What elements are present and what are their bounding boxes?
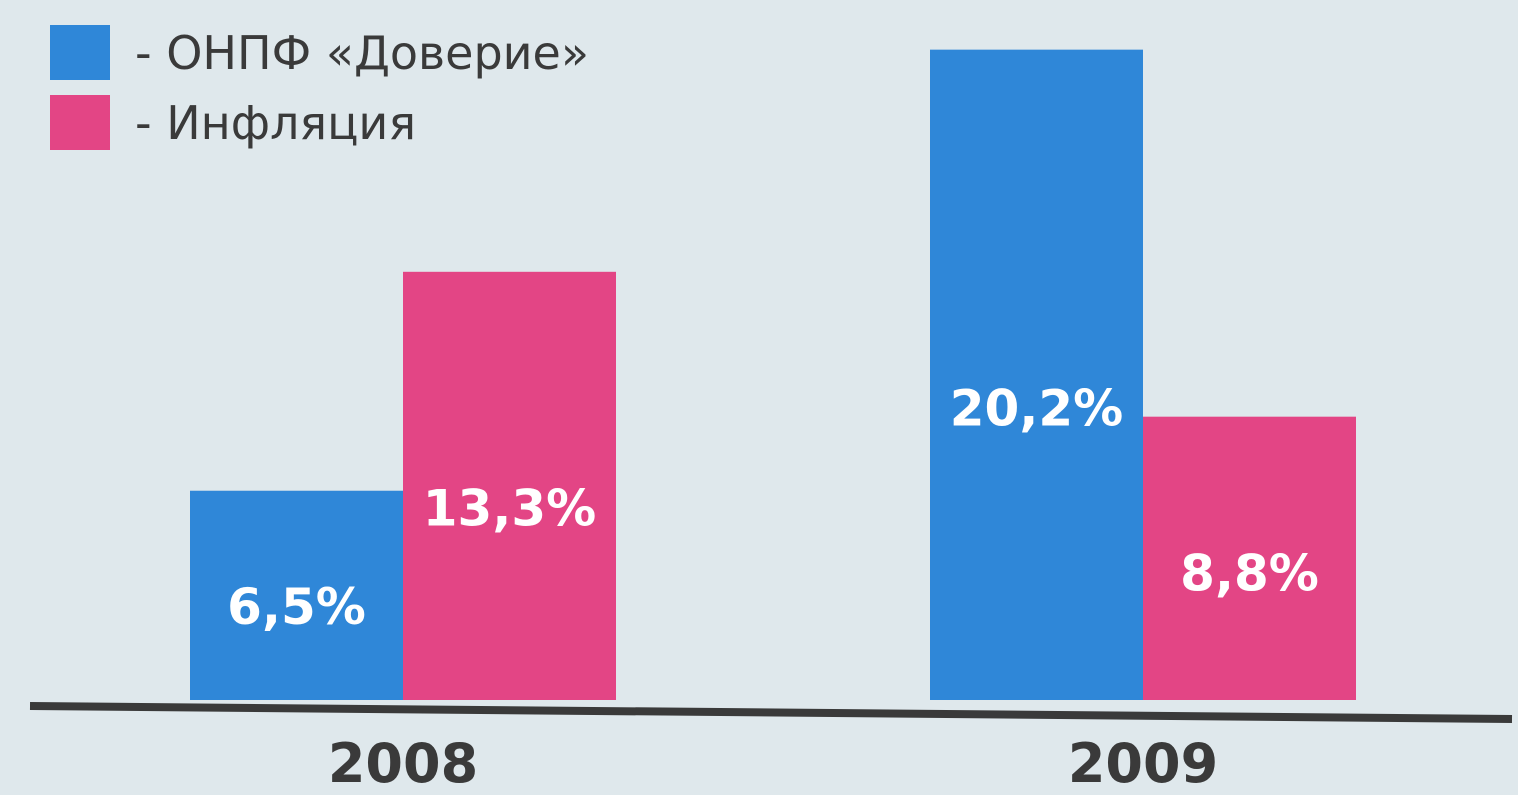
data-label-2009-series-1: 20,2%	[950, 379, 1123, 437]
bar-2008-series-1	[190, 490, 403, 700]
x-tick-label-2009: 2009	[1068, 732, 1218, 795]
legend: - ОНПФ «Доверие» - Инфляция	[50, 25, 589, 150]
x-tick-labels: 2008 2009	[328, 732, 1218, 795]
bar-2009-series-2	[1143, 416, 1356, 700]
data-label-2008-series-1: 6,5%	[227, 578, 366, 636]
data-label-2008-series-2: 13,3%	[423, 479, 596, 537]
legend-label-2: - Инфляция	[135, 96, 416, 150]
bar-2008-series-2	[403, 271, 616, 700]
legend-swatch-2	[50, 95, 110, 150]
bars-group: 6,5% 13,3% 20,2% 8,8%	[190, 49, 1356, 701]
bar-2009-series-1	[930, 49, 1143, 701]
legend-swatch-1	[50, 25, 110, 80]
x-tick-label-2008: 2008	[328, 732, 478, 795]
data-label-2009-series-2: 8,8%	[1180, 545, 1319, 603]
legend-label-1: - ОНПФ «Доверие»	[135, 26, 589, 80]
x-axis-line	[29, 702, 1513, 723]
